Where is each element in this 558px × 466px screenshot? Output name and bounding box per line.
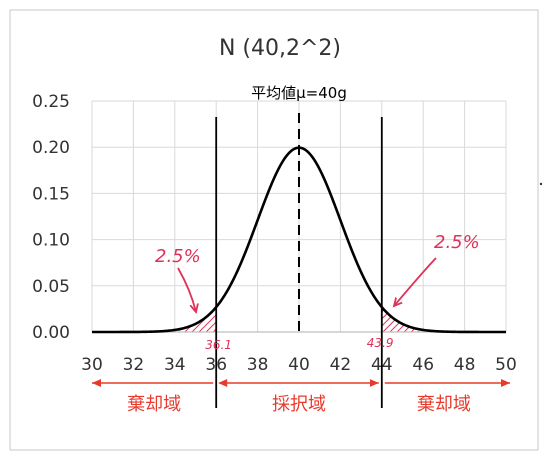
x-tick-label: 38 — [247, 355, 269, 375]
region-label-accept: 採択域 — [272, 394, 326, 415]
hatch-right-tail — [381, 307, 420, 332]
tail-arrow-left — [177, 267, 196, 312]
y-tick-label: 0.25 — [32, 92, 70, 112]
y-tick-label: 0.20 — [32, 138, 70, 158]
x-tick-label: 50 — [495, 355, 517, 375]
region-label-reject-left: 棄却域 — [127, 394, 181, 415]
x-tick-label: 46 — [412, 355, 434, 375]
y-tick-label: 0.10 — [32, 231, 70, 251]
tail-percent-left-label: 2.5% — [155, 246, 201, 267]
tail-hatching — [178, 307, 420, 332]
region-label-reject-right: 棄却域 — [417, 394, 471, 415]
chart-title: N (40,2^2) — [219, 36, 341, 61]
stray-dot — [539, 182, 543, 186]
y-tick-label: 0.15 — [32, 184, 70, 204]
x-tick-label: 32 — [123, 355, 145, 375]
y-tick-label: 0.00 — [32, 323, 70, 343]
tail-percent-right-label: 2.5% — [434, 232, 480, 253]
mean-label: 平均値μ=40g — [251, 84, 347, 102]
x-tick-label: 30 — [81, 355, 103, 375]
critical-value-right-label: 43.9 — [367, 336, 394, 350]
y-tick-label: 0.05 — [32, 277, 70, 297]
x-tick-label: 34 — [164, 355, 186, 375]
critical-value-left-label: 36.1 — [205, 338, 232, 352]
chart-border — [9, 9, 539, 451]
tail-arrow-right — [394, 257, 437, 306]
x-tick-label: 42 — [330, 355, 352, 375]
x-tick-label: 40 — [288, 355, 310, 375]
vertical-lines — [215, 113, 383, 408]
hatch-left-tail — [178, 307, 217, 332]
x-tick-label: 48 — [454, 355, 476, 375]
